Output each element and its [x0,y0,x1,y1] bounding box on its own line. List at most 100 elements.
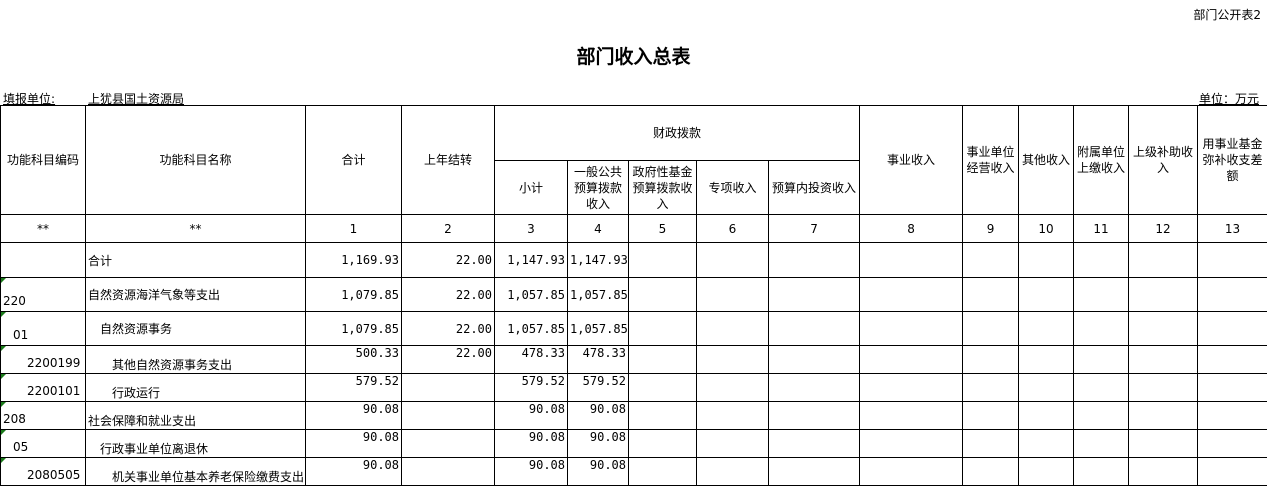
value-cell [1129,346,1198,374]
value-cell [963,346,1019,374]
value-cell: 90.08 [568,402,629,430]
header-general-budget: 一般公共预算拨款收入 [568,161,629,215]
value-cell: 478.33 [495,346,568,374]
value-cell [629,374,697,402]
index-cell: 7 [769,215,860,243]
index-cell: 3 [495,215,568,243]
value-cell: 500.33 [306,346,402,374]
value-cell [629,278,697,312]
value-cell: 1,169.93 [306,243,402,278]
value-cell: 1,147.93 [568,243,629,278]
value-cell [1129,430,1198,458]
value-cell [629,430,697,458]
value-cell [1129,312,1198,346]
value-cell [697,402,769,430]
value-cell [1019,243,1074,278]
value-cell [1129,278,1198,312]
value-cell [697,346,769,374]
index-cell: 10 [1019,215,1074,243]
value-cell: 579.52 [568,374,629,402]
value-cell: 90.08 [306,430,402,458]
index-cell: 12 [1129,215,1198,243]
value-cell: 90.08 [495,402,568,430]
page-title: 部门收入总表 [0,42,1267,69]
code-cell: 05 [1,430,86,458]
value-cell: 22.00 [402,346,495,374]
value-cell [860,312,963,346]
value-cell: 1,057.85 [568,278,629,312]
value-cell: 90.08 [306,458,402,486]
name-cell: 行政事业单位离退休 [86,430,306,458]
value-cell [402,402,495,430]
value-cell [1074,243,1129,278]
form-id: 部门公开表2 [1193,6,1261,23]
value-cell [1019,402,1074,430]
value-cell: 90.08 [495,430,568,458]
index-cell: 2 [402,215,495,243]
header-carryover: 上年结转 [402,106,495,215]
header-code: 功能科目编码 [1,106,86,215]
value-cell [1074,346,1129,374]
value-cell [629,312,697,346]
index-cell: 8 [860,215,963,243]
value-cell [1074,430,1129,458]
value-cell [1019,278,1074,312]
value-cell [963,243,1019,278]
value-cell [860,346,963,374]
value-cell [1129,458,1198,486]
index-cell: 4 [568,215,629,243]
value-cell [769,458,860,486]
name-cell: 行政运行 [86,374,306,402]
header-operating: 事业单位经营收入 [963,106,1019,215]
value-cell [769,402,860,430]
value-cell: 90.08 [568,458,629,486]
name-cell: 自然资源事务 [86,312,306,346]
name-cell: 社会保障和就业支出 [86,402,306,430]
value-cell [1129,374,1198,402]
header-name: 功能科目名称 [86,106,306,215]
value-cell [1198,278,1267,312]
name-cell: 其他自然资源事务支出 [86,346,306,374]
value-cell: 90.08 [568,430,629,458]
value-cell [697,374,769,402]
value-cell [629,346,697,374]
code-cell [1,243,86,278]
value-cell: 579.52 [306,374,402,402]
value-cell: 1,079.85 [306,278,402,312]
value-cell [860,243,963,278]
value-cell [1198,243,1267,278]
value-cell [1129,243,1198,278]
code-cell: 2200199 [1,346,86,374]
value-cell: 22.00 [402,312,495,346]
value-cell [1019,458,1074,486]
value-cell [963,312,1019,346]
header-superior: 上级补助收入 [1129,106,1198,215]
value-cell [697,278,769,312]
header-gov-fund: 政府性基金预算拨款收入 [629,161,697,215]
index-cell: 9 [963,215,1019,243]
code-cell: 208 [1,402,86,430]
index-cell: 13 [1198,215,1267,243]
value-cell [769,430,860,458]
value-cell [769,243,860,278]
value-cell [1129,402,1198,430]
value-cell [1198,312,1267,346]
value-cell: 22.00 [402,278,495,312]
value-cell: 1,057.85 [568,312,629,346]
code-cell: 220 [1,278,86,312]
value-cell [963,402,1019,430]
value-cell [697,458,769,486]
header-other: 其他收入 [1019,106,1074,215]
code-cell: 01 [1,312,86,346]
header-fiscal: 财政拨款 [495,106,860,161]
value-cell [1074,458,1129,486]
value-cell [860,430,963,458]
value-cell: 1,057.85 [495,278,568,312]
